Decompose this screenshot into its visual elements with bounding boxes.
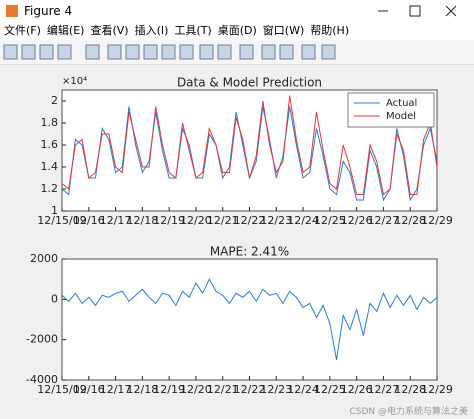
x-tick-label: 12/21 xyxy=(207,383,239,396)
tool-button[interactable] xyxy=(301,44,316,60)
x-tick-label: 12/15/09 xyxy=(37,383,86,396)
tool-button[interactable] xyxy=(39,44,54,60)
tool-button[interactable] xyxy=(279,44,294,60)
menu-item[interactable]: 桌面(D) xyxy=(217,24,257,37)
menu-bar: 文件(F) 编辑(E) 查看(V) 插入(I) 工具(T) 桌面(D) 窗口(W) 帮助(H) xyxy=(0,22,474,40)
y-tick-label: 1.6 xyxy=(41,138,59,151)
menu-item[interactable]: 帮助(H) xyxy=(310,24,350,37)
y-tick-label: 2 xyxy=(51,94,58,107)
x-tick-label: 12/25 xyxy=(314,383,346,396)
x-tick-label: 12/22 xyxy=(234,383,266,396)
menu-item[interactable]: 编辑(E) xyxy=(46,24,85,37)
x-tick-label: 12/27 xyxy=(368,383,400,396)
x-tick-label: 12/24 xyxy=(287,214,319,227)
x-tick-label: 12/20 xyxy=(180,383,212,396)
y-tick-label: 2000 xyxy=(30,252,58,265)
app-icon xyxy=(6,5,18,17)
y-tick-label: 0 xyxy=(51,292,58,305)
tool-button[interactable] xyxy=(161,44,176,60)
legend-label: Actual xyxy=(386,98,417,109)
menu-item[interactable]: 窗口(W) xyxy=(262,24,305,37)
x-tick-label: 12/28 xyxy=(394,383,426,396)
y-tick-label: 1.4 xyxy=(41,160,59,173)
tool-button[interactable] xyxy=(57,44,72,60)
toolbar xyxy=(0,40,474,65)
chart-title: MAPE: 2.41% xyxy=(210,245,289,259)
x-tick-label: 12/26 xyxy=(341,214,373,227)
x-tick-label: 12/20 xyxy=(180,214,212,227)
x-tick-label: 12/16 xyxy=(73,214,105,227)
y-tick-label: -4000 xyxy=(26,373,58,386)
tool-button[interactable] xyxy=(321,44,336,60)
title-bar: Figure 4 xyxy=(0,0,474,22)
watermark: CSDN @电力系统与算法之美 xyxy=(349,407,468,417)
x-tick-label: 12/15/09 xyxy=(37,214,86,227)
tool-button[interactable] xyxy=(261,44,276,60)
x-tick-label: 12/26 xyxy=(341,383,373,396)
tool-button[interactable] xyxy=(217,44,232,60)
x-tick-label: 12/29 xyxy=(421,214,453,227)
y-tick-label: -2000 xyxy=(26,333,58,346)
x-tick-label: 12/17 xyxy=(100,383,132,396)
data-line xyxy=(61,95,438,196)
x-tick-label: 12/16 xyxy=(73,383,105,396)
tool-button[interactable] xyxy=(85,44,100,60)
x-tick-label: 12/19 xyxy=(153,383,185,396)
tool-button[interactable] xyxy=(21,44,36,60)
y-tick-label: 1.2 xyxy=(41,182,59,195)
menu-item[interactable]: 插入(I) xyxy=(134,24,169,37)
tool-button[interactable] xyxy=(3,44,18,60)
x-tick-label: 12/29 xyxy=(421,383,453,396)
close-button[interactable] xyxy=(445,5,457,17)
legend-box xyxy=(347,92,435,128)
menu-item[interactable]: 文件(F) xyxy=(4,24,41,37)
tool-button[interactable] xyxy=(199,44,214,60)
x-tick-label: 12/25 xyxy=(314,214,346,227)
x-tick-label: 12/19 xyxy=(153,214,185,227)
tool-button[interactable] xyxy=(107,44,122,60)
tool-button[interactable] xyxy=(239,44,254,60)
x-tick-label: 12/22 xyxy=(234,214,266,227)
chart-title: Data & Model Prediction xyxy=(177,76,322,90)
menu-item[interactable]: 查看(V) xyxy=(90,24,129,37)
x-tick-label: 12/18 xyxy=(127,214,159,227)
tool-button[interactable] xyxy=(125,44,140,60)
x-tick-label: 12/23 xyxy=(260,383,292,396)
plot-area xyxy=(61,258,438,381)
x-tick-label: 12/21 xyxy=(207,214,239,227)
window-title: Figure 4 xyxy=(24,4,73,18)
window-controls xyxy=(6,5,457,17)
tool-button[interactable] xyxy=(179,44,194,60)
figure-canvas: Data & Model Prediction ×10⁴ 1 1.2 1.4 1.6 1.8… xyxy=(26,76,453,397)
x-tick-label: 12/27 xyxy=(368,214,400,227)
maximize-button[interactable] xyxy=(409,5,421,17)
y-tick-label: 1 xyxy=(51,204,58,217)
x-tick-label: 12/24 xyxy=(287,383,319,396)
y-exponent: ×10⁴ xyxy=(62,76,87,87)
x-tick-label: 12/28 xyxy=(394,214,426,227)
x-tick-label: 12/23 xyxy=(260,214,292,227)
tool-button[interactable] xyxy=(143,44,158,60)
x-tick-label: 12/17 xyxy=(100,214,132,227)
menu-item[interactable]: 工具(T) xyxy=(174,24,212,37)
data-line xyxy=(61,278,438,360)
y-tick-label: 1.8 xyxy=(41,116,59,129)
toolbar-icons xyxy=(3,44,336,60)
legend-label: Model xyxy=(386,111,416,122)
x-tick-label: 12/18 xyxy=(127,383,159,396)
